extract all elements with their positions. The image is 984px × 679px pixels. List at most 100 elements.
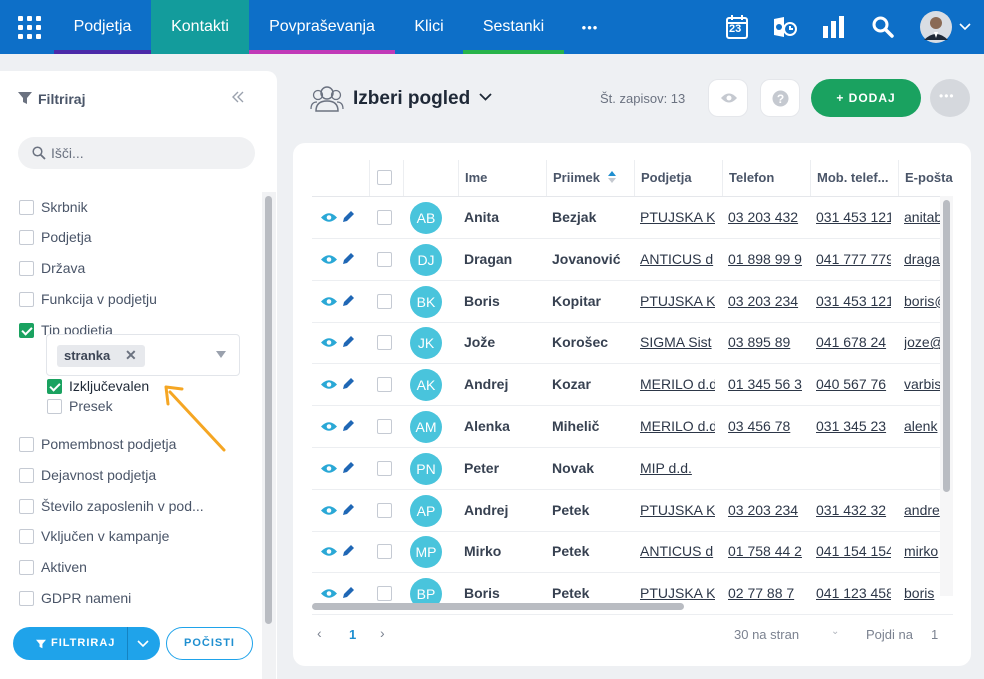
company-link[interactable]: ANTICUS d xyxy=(640,543,714,560)
column-header[interactable]: Mob. telef... xyxy=(810,160,897,196)
mobile-link[interactable]: 041 678 24 xyxy=(816,334,887,351)
eye-icon[interactable] xyxy=(321,588,337,599)
row-checkbox[interactable] xyxy=(377,502,392,518)
table-row[interactable]: AP Andrej Petek PTUJSKA K 03 203 234 031… xyxy=(312,490,953,532)
row-checkbox[interactable] xyxy=(377,419,392,434)
edit-pencil-icon[interactable] xyxy=(342,419,355,432)
edit-pencil-icon[interactable] xyxy=(342,210,355,223)
dropdown-triangle-icon[interactable] xyxy=(216,351,226,359)
sort-icon[interactable] xyxy=(608,170,616,184)
company-link[interactable]: SIGMA Sist xyxy=(640,334,712,351)
presek-checkbox[interactable] xyxy=(47,399,62,414)
company-link[interactable]: PTUJSKA K xyxy=(640,292,715,309)
company-link[interactable]: MERILO d.d xyxy=(640,376,715,393)
phone-link[interactable]: 03 456 78 xyxy=(728,418,791,434)
table-row[interactable]: AM Alenka Mihelič MERILO d.d 03 456 78 0… xyxy=(312,406,953,448)
help-button[interactable]: ? xyxy=(760,79,800,117)
row-checkbox[interactable] xyxy=(377,377,392,393)
column-header[interactable]: Podjetja xyxy=(634,160,721,196)
mobile-link[interactable]: 041 154 154 xyxy=(816,543,891,560)
phone-link[interactable]: 01 898 99 9 xyxy=(728,250,802,267)
eye-icon[interactable] xyxy=(321,505,337,516)
email-link[interactable]: boris xyxy=(904,585,935,602)
reset-button[interactable]: POČISTI xyxy=(166,627,253,660)
filter-checkbox[interactable] xyxy=(19,499,34,514)
phone-link[interactable] xyxy=(728,448,803,489)
company-link[interactable]: MERILO d.d xyxy=(640,418,715,434)
per-page-select[interactable]: 30 na stran xyxy=(734,627,800,642)
more-options-button[interactable]: ••• xyxy=(930,79,970,117)
column-header[interactable]: Telefon xyxy=(722,160,809,196)
search-icon[interactable] xyxy=(870,12,896,42)
next-page-icon[interactable]: › xyxy=(380,625,385,641)
tip-podjetja-select[interactable]: stranka ✕ xyxy=(46,334,240,376)
edit-pencil-icon[interactable] xyxy=(342,544,355,557)
edit-pencil-icon[interactable] xyxy=(342,461,355,474)
phone-link[interactable]: 01 758 44 2 xyxy=(728,543,802,560)
sidebar-scrollbar[interactable] xyxy=(262,192,276,679)
email-link[interactable]: alenk xyxy=(904,418,938,434)
filter-checkbox[interactable] xyxy=(19,437,34,452)
view-toggle-button[interactable] xyxy=(708,79,748,117)
filter-checkbox[interactable] xyxy=(19,230,34,245)
filter-checkbox[interactable] xyxy=(19,200,34,215)
user-avatar[interactable] xyxy=(919,11,953,43)
filter-checkbox[interactable] xyxy=(19,560,34,575)
chevron-down-icon[interactable] xyxy=(958,12,972,42)
chevron-down-icon[interactable] xyxy=(137,640,149,648)
edit-pencil-icon[interactable] xyxy=(342,294,355,307)
row-checkbox[interactable] xyxy=(377,293,392,309)
email-link[interactable]: varbis xyxy=(904,376,940,393)
row-checkbox[interactable] xyxy=(377,460,392,476)
row-checkbox[interactable] xyxy=(377,586,392,602)
email-link[interactable]: andre xyxy=(904,501,940,518)
table-row[interactable]: BK Boris Kopitar PTUJSKA K 03 203 234 03… xyxy=(312,281,953,323)
current-page[interactable]: 1 xyxy=(349,627,357,642)
edit-pencil-icon[interactable] xyxy=(342,335,355,348)
nav-tab-klici[interactable]: Klici xyxy=(395,0,463,54)
company-link[interactable]: PTUJSKA K xyxy=(640,585,715,602)
mobile-link[interactable] xyxy=(816,448,891,489)
eye-icon[interactable] xyxy=(321,379,337,390)
edit-pencil-icon[interactable] xyxy=(342,503,355,516)
row-checkbox[interactable] xyxy=(377,210,392,225)
company-link[interactable]: MIP d.d. xyxy=(640,459,692,476)
nav-tab-povprasevanja[interactable]: Povpraševanja xyxy=(249,0,395,54)
add-button[interactable]: + DODAJ xyxy=(811,79,921,117)
column-header[interactable]: E-pošta xyxy=(898,160,953,196)
mobile-link[interactable]: 031 432 32 xyxy=(816,501,887,518)
table-row[interactable]: DJ Dragan Jovanović ANTICUS d 01 898 99 … xyxy=(312,239,953,281)
mobile-link[interactable]: 041 123 458 xyxy=(816,585,891,602)
table-row[interactable]: MP Mirko Petek ANTICUS d 01 758 44 2 041… xyxy=(312,531,953,574)
mobile-link[interactable]: 041 777 779 xyxy=(816,250,891,267)
email-link[interactable]: boris@ xyxy=(904,292,940,309)
email-link[interactable]: mirko xyxy=(904,543,939,560)
more-nav-button[interactable]: ••• xyxy=(570,0,610,54)
table-horizontal-scrollbar[interactable] xyxy=(312,602,953,611)
table-row[interactable]: AB Anita Bezjak PTUJSKA K 03 203 432 031… xyxy=(312,197,953,239)
chevron-down-icon[interactable]: ⌄ xyxy=(831,626,840,637)
filter-search-input[interactable]: Išči... xyxy=(18,137,255,169)
edit-pencil-icon[interactable] xyxy=(342,377,355,390)
row-checkbox[interactable] xyxy=(377,544,392,560)
select-all-checkbox[interactable] xyxy=(377,170,392,185)
email-link[interactable]: joze@ xyxy=(904,334,940,351)
edit-pencil-icon[interactable] xyxy=(342,252,355,265)
edit-pencil-icon[interactable] xyxy=(342,586,355,599)
mobile-link[interactable]: 031 453 121 xyxy=(816,209,891,225)
nav-tab-sestanki[interactable]: Sestanki xyxy=(463,0,564,54)
collapse-sidebar-icon[interactable] xyxy=(231,90,245,107)
filter-checkbox[interactable] xyxy=(19,292,34,307)
eye-icon[interactable] xyxy=(321,463,337,474)
remove-tag-icon[interactable]: ✕ xyxy=(125,347,137,363)
eye-icon[interactable] xyxy=(321,337,337,348)
eye-icon[interactable] xyxy=(321,212,337,223)
table-row[interactable]: AK Andrej Kozar MERILO d.d 01 345 56 3 0… xyxy=(312,364,953,407)
prev-page-icon[interactable]: ‹ xyxy=(317,625,322,641)
email-link[interactable]: dragan xyxy=(904,250,940,267)
calendar-icon[interactable]: 23 xyxy=(724,12,750,42)
email-link[interactable] xyxy=(904,448,940,489)
company-link[interactable]: PTUJSKA K xyxy=(640,501,715,518)
mobile-link[interactable]: 040 567 76 xyxy=(816,376,887,393)
table-vertical-scrollbar[interactable] xyxy=(940,196,953,596)
